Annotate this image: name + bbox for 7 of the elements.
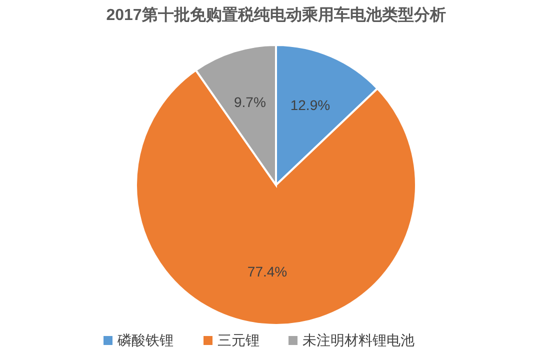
chart-title: 2017第十批免购置税纯电动乘用车电池类型分析 xyxy=(106,6,446,24)
legend-label: 磷酸铁锂 xyxy=(116,332,174,348)
legend-label: 未注明材料锂电池 xyxy=(302,332,414,348)
data-label: 9.7% xyxy=(234,94,266,110)
legend-label: 三元锂 xyxy=(218,332,260,348)
data-label: 77.4% xyxy=(247,263,288,280)
data-label: 12.9% xyxy=(290,97,330,114)
